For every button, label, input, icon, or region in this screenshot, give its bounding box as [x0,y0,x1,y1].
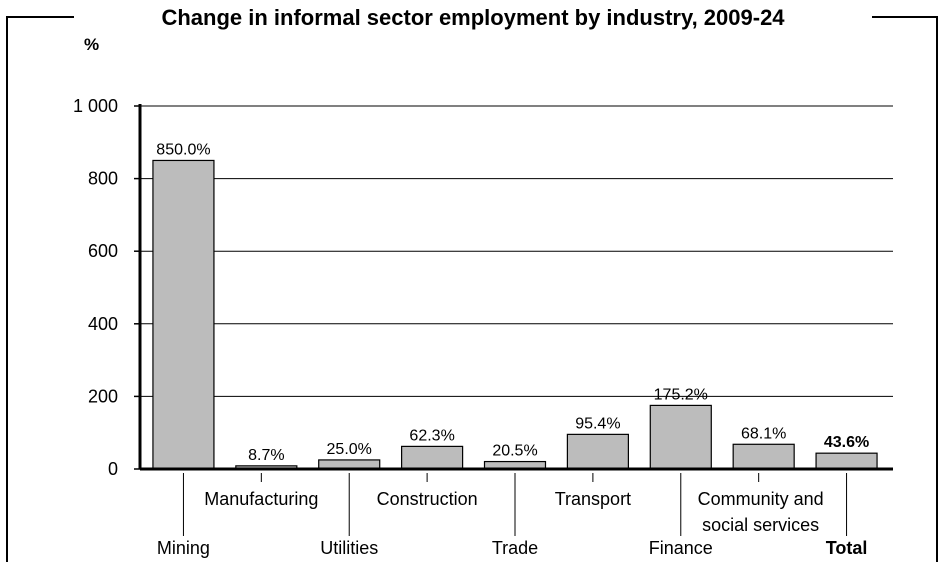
value-label: 62.3% [409,427,454,444]
value-label: 25.0% [327,441,372,458]
value-label: 20.5% [492,443,537,460]
category-label: Trade [492,538,538,558]
bar-community-and-social-services [732,443,795,470]
value-label: 8.7% [248,447,284,464]
bar-construction [401,445,464,470]
y-tick-label: 600 [88,241,118,261]
value-label: 68.1% [741,425,786,442]
category-labels: Mining Manufacturing Utilities Construction… [157,473,867,558]
bar-finance [649,404,712,470]
value-label: 175.2% [654,386,708,403]
category-label: Manufacturing [204,489,318,509]
frame-right-segment [872,16,938,562]
category-label: Utilities [320,538,378,558]
gridlines [140,105,893,397]
y-tick-label: 1 000 [73,96,118,116]
bars [152,159,878,470]
y-tick-label: 400 [88,314,118,334]
category-label: Finance [649,538,713,558]
value-label: 95.4% [575,415,620,432]
chart-title: Change in informal sector employment by … [161,5,785,30]
y-tick-label: 0 [108,459,118,479]
y-axis-ticks: 0 200 400 600 800 1 000 [73,96,140,479]
y-tick-label: 800 [88,169,118,189]
category-label: Transport [555,489,631,509]
bar-total [815,452,878,470]
value-label: 43.6% [824,434,869,451]
category-label: social services [702,515,819,535]
y-tick-label: 200 [88,386,118,406]
value-label: 850.0% [156,141,210,158]
y-axis-unit-label: % [84,35,99,54]
category-label: Construction [377,489,478,509]
category-label: Total [826,538,868,558]
category-label: Community and [698,489,824,509]
chart-frame [6,16,938,562]
category-label: Mining [157,538,210,558]
frame-left-segment [6,16,74,562]
value-labels: 850.0% 8.7% 25.0% 62.3% 20.5% 95.4% 175.2% 68.1… [156,141,869,463]
bar-transport [566,433,629,470]
bar-mining [152,159,215,470]
